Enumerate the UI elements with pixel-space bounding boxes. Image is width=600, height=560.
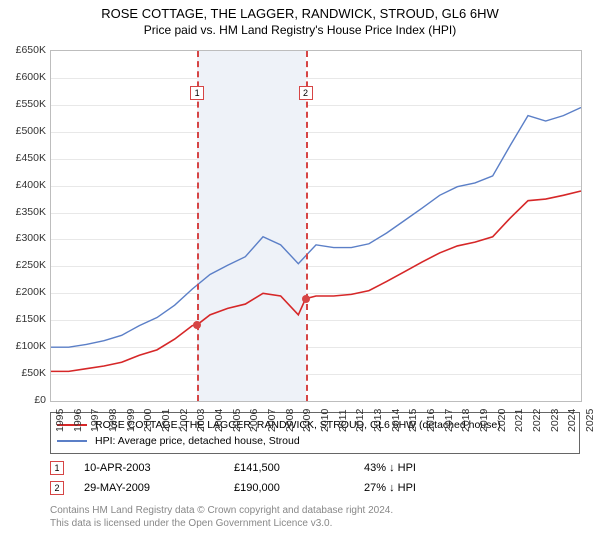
footer-line-1: Contains HM Land Registry data © Crown c… bbox=[50, 504, 580, 517]
price-point-dot bbox=[193, 321, 201, 329]
y-axis-label: £300K bbox=[0, 232, 46, 244]
x-axis-label: 2009 bbox=[301, 409, 313, 432]
event-vline bbox=[197, 51, 199, 401]
x-axis-label: 2013 bbox=[372, 409, 384, 432]
legend-label: ROSE COTTAGE, THE LAGGER, RANDWICK, STRO… bbox=[95, 419, 501, 431]
x-axis-label: 2005 bbox=[231, 409, 243, 432]
y-axis-label: £400K bbox=[0, 179, 46, 191]
event-date: 10-APR-2003 bbox=[84, 462, 234, 474]
x-axis-label: 2019 bbox=[478, 409, 490, 432]
event-row: 2 29-MAY-2009£190,00027% ↓ HPI bbox=[50, 478, 580, 498]
x-axis-label: 2021 bbox=[513, 409, 525, 432]
legend-label: HPI: Average price, detached house, Stro… bbox=[95, 435, 300, 447]
x-axis-label: 2010 bbox=[319, 409, 331, 432]
event-price: £141,500 bbox=[234, 462, 364, 474]
x-axis-label: 2007 bbox=[266, 409, 278, 432]
plot-area: 12 bbox=[50, 50, 582, 402]
y-axis-label: £650K bbox=[0, 44, 46, 56]
x-axis-label: 2016 bbox=[425, 409, 437, 432]
y-axis-label: £500K bbox=[0, 125, 46, 137]
legend-row: HPI: Average price, detached house, Stro… bbox=[57, 433, 573, 449]
x-axis-label: 2022 bbox=[531, 409, 543, 432]
series-line bbox=[51, 191, 581, 371]
event-index-box: 2 bbox=[50, 481, 64, 495]
price-point-dot bbox=[302, 295, 310, 303]
x-axis-label: 2020 bbox=[496, 409, 508, 432]
x-axis-label: 2025 bbox=[584, 409, 596, 432]
x-axis-label: 1996 bbox=[72, 409, 84, 432]
x-axis-label: 2023 bbox=[549, 409, 561, 432]
x-axis-label: 1999 bbox=[125, 409, 137, 432]
event-marker-box: 2 bbox=[299, 86, 313, 100]
x-axis-label: 2001 bbox=[160, 409, 172, 432]
x-axis-label: 2017 bbox=[443, 409, 455, 432]
x-axis-label: 2008 bbox=[284, 409, 296, 432]
x-axis-label: 1998 bbox=[107, 409, 119, 432]
event-diff: 43% ↓ HPI bbox=[364, 462, 464, 474]
y-axis-label: £200K bbox=[0, 286, 46, 298]
y-axis-label: £350K bbox=[0, 206, 46, 218]
x-axis-label: 2012 bbox=[354, 409, 366, 432]
x-axis-label: 2018 bbox=[460, 409, 472, 432]
event-row: 1 10-APR-2003£141,50043% ↓ HPI bbox=[50, 458, 580, 478]
event-vline bbox=[306, 51, 308, 401]
x-axis-label: 2003 bbox=[195, 409, 207, 432]
y-axis-label: £550K bbox=[0, 98, 46, 110]
event-table: 1 10-APR-2003£141,50043% ↓ HPI 2 29-MAY-200… bbox=[50, 458, 580, 498]
y-axis-label: £250K bbox=[0, 259, 46, 271]
y-axis-label: £100K bbox=[0, 340, 46, 352]
y-axis-label: £150K bbox=[0, 313, 46, 325]
titles: ROSE COTTAGE, THE LAGGER, RANDWICK, STRO… bbox=[0, 0, 600, 37]
x-axis-label: 2000 bbox=[142, 409, 154, 432]
line-series-svg bbox=[51, 51, 581, 401]
event-diff: 27% ↓ HPI bbox=[364, 482, 464, 494]
y-axis-label: £600K bbox=[0, 71, 46, 83]
x-axis-label: 2002 bbox=[178, 409, 190, 432]
y-axis-label: £50K bbox=[0, 367, 46, 379]
chart-container: ROSE COTTAGE, THE LAGGER, RANDWICK, STRO… bbox=[0, 0, 600, 560]
footer-line-2: This data is licensed under the Open Gov… bbox=[50, 517, 580, 530]
y-axis-label: £0 bbox=[0, 394, 46, 406]
x-axis-label: 2024 bbox=[566, 409, 578, 432]
x-axis-label: 2004 bbox=[213, 409, 225, 432]
event-index-box: 1 bbox=[50, 461, 64, 475]
x-axis-label: 1997 bbox=[89, 409, 101, 432]
x-axis-label: 2006 bbox=[248, 409, 260, 432]
title-line-2: Price paid vs. HM Land Registry's House … bbox=[0, 23, 600, 37]
x-axis-label: 2015 bbox=[407, 409, 419, 432]
event-marker-box: 1 bbox=[190, 86, 204, 100]
x-axis-label: 2011 bbox=[337, 409, 349, 432]
y-axis-label: £450K bbox=[0, 152, 46, 164]
x-axis-label: 1995 bbox=[54, 409, 66, 432]
x-axis-label: 2014 bbox=[390, 409, 402, 432]
event-price: £190,000 bbox=[234, 482, 364, 494]
footer: Contains HM Land Registry data © Crown c… bbox=[50, 504, 580, 530]
title-line-1: ROSE COTTAGE, THE LAGGER, RANDWICK, STRO… bbox=[0, 6, 600, 21]
legend-swatch bbox=[57, 440, 87, 442]
event-date: 29-MAY-2009 bbox=[84, 482, 234, 494]
